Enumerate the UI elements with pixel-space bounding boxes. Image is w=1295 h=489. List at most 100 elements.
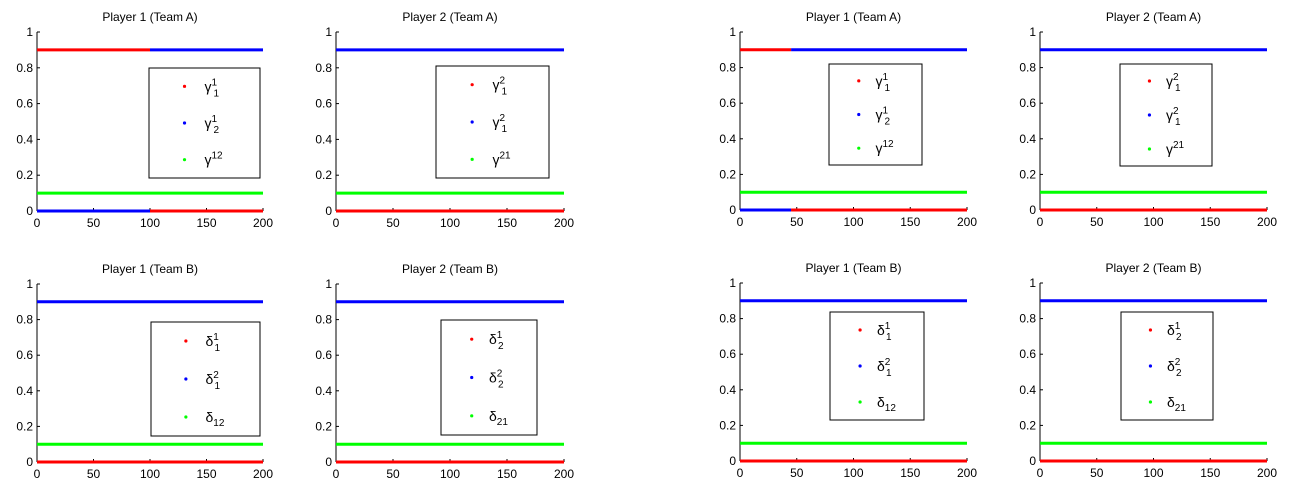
x-tick-label: 200: [957, 466, 977, 480]
legend-entry: γ21: [493, 150, 512, 167]
subplot-title: Player 2 (Team B): [402, 262, 498, 276]
legend-marker-red: [858, 328, 862, 332]
x-tick-label: 200: [554, 467, 574, 481]
y-tick-label: 0.6: [1019, 96, 1036, 110]
x-tick-label: 100: [843, 466, 863, 480]
y-tick-label: 0.4: [16, 132, 33, 146]
y-tick-label: 0: [26, 204, 33, 218]
x-tick-label: 50: [87, 216, 101, 230]
y-tick-label: 0.6: [315, 97, 332, 111]
x-tick-label: 50: [386, 216, 400, 230]
x-tick-label: 100: [440, 467, 460, 481]
y-tick-label: 0.6: [16, 97, 33, 111]
y-tick-label: 0.4: [1019, 383, 1036, 397]
y-tick-label: 0.2: [315, 168, 332, 182]
x-tick-label: 100: [140, 467, 160, 481]
legend: δ1 1 δ2 1 δ12: [829, 311, 925, 421]
x-tick-label: 100: [440, 216, 460, 230]
legend: γ1 1 γ1 2 γ12: [148, 67, 261, 179]
y-tick-label: 0.8: [315, 313, 332, 327]
x-tick-label: 200: [253, 467, 273, 481]
legend-marker-green: [858, 400, 862, 404]
y-tick-label: 0.4: [315, 132, 332, 146]
y-tick-label: 1: [729, 25, 736, 39]
legend-marker-blue: [184, 377, 188, 381]
legend-marker-green: [182, 158, 187, 162]
x-tick-label: 200: [253, 216, 273, 230]
legend-entry: δ21: [489, 408, 508, 428]
y-tick-label: 0.4: [16, 384, 33, 398]
legend: γ2 1 γ2 1 γ21: [435, 65, 550, 179]
legend-box: [829, 311, 925, 421]
y-tick-label: 1: [325, 25, 332, 39]
x-tick-label: 50: [87, 467, 101, 481]
y-tick-label: 0.2: [1019, 167, 1036, 181]
legend: δ1 1 δ2 1 δ12: [150, 321, 261, 437]
legend-marker-green: [184, 415, 188, 419]
y-tick-label: 0.4: [1019, 132, 1036, 146]
legend-entry: δ2 2: [1167, 357, 1182, 379]
y-tick-label: 0.4: [315, 384, 332, 398]
y-tick-label: 0.2: [719, 418, 736, 432]
x-tick-label: 0: [333, 467, 340, 481]
y-tick-label: 0.6: [719, 347, 736, 361]
legend-entry: γ1 1: [876, 72, 891, 94]
subplot-5: Player 1 (Team B) 0 0.2 0.4 0.6 0.8 1 0 50 100 150…: [16, 262, 273, 481]
legend-entry: γ12: [876, 139, 895, 156]
legend-marker-green: [857, 146, 861, 150]
subplot-8: Player 2 (Team B) 0 0.2 0.4 0.6 0.8 1 0 50 100 150…: [1019, 261, 1277, 480]
x-tick-label: 50: [1090, 466, 1104, 480]
legend-marker-blue: [1148, 364, 1153, 368]
x-tick-label: 0: [1037, 466, 1044, 480]
x-tick-label: 150: [900, 466, 920, 480]
legend-box: [150, 321, 261, 437]
x-tick-label: 50: [386, 467, 400, 481]
x-tick-label: 200: [1257, 215, 1277, 229]
legend-marker-green: [470, 157, 474, 161]
y-tick-label: 0: [1029, 203, 1036, 217]
legend-marker-red: [182, 84, 187, 88]
y-tick-label: 0.4: [719, 132, 736, 146]
legend-entry: γ12: [205, 151, 224, 168]
x-tick-label: 200: [1257, 466, 1277, 480]
legend-entry: δ1 1: [206, 332, 221, 354]
y-tick-label: 0.2: [719, 167, 736, 181]
y-tick-label: 0: [1029, 454, 1036, 468]
legend-entry: δ21: [1167, 394, 1186, 414]
x-tick-label: 50: [1090, 215, 1104, 229]
subplot-title: Player 2 (Team A): [1106, 10, 1201, 24]
x-tick-label: 50: [790, 215, 804, 229]
x-tick-label: 150: [1200, 466, 1220, 480]
legend-marker-red: [1147, 79, 1152, 83]
legend-marker-blue: [182, 121, 187, 125]
x-tick-label: 50: [790, 466, 804, 480]
subplot-title: Player 1 (Team B): [102, 262, 198, 276]
y-tick-label: 1: [26, 25, 33, 39]
y-tick-label: 0.8: [16, 61, 33, 75]
subplot-7: Player 1 (Team B) 0 0.2 0.4 0.6 0.8 1 0 50 100 150…: [719, 261, 977, 480]
y-tick-label: 1: [1029, 276, 1036, 290]
y-tick-label: 0.2: [16, 419, 33, 433]
y-tick-label: 0: [26, 455, 33, 469]
legend-box: [435, 65, 550, 179]
subplot-3: Player 1 (Team A) 0 0.2 0.4 0.6 0.8 1 0 50 100 150…: [719, 10, 977, 229]
x-tick-label: 200: [957, 215, 977, 229]
x-tick-label: 0: [34, 216, 41, 230]
x-tick-label: 150: [497, 216, 517, 230]
y-tick-label: 0.8: [16, 313, 33, 327]
y-tick-label: 0.6: [719, 96, 736, 110]
legend-box: [440, 319, 538, 436]
x-tick-label: 150: [1200, 215, 1220, 229]
y-tick-label: 0: [729, 203, 736, 217]
y-tick-label: 0.8: [719, 312, 736, 326]
legend-marker-blue: [858, 364, 862, 368]
subplot-6: Player 2 (Team B) 0 0.2 0.4 0.6 0.8 1 0 50 100 150…: [315, 262, 574, 481]
x-tick-label: 150: [196, 216, 216, 230]
legend-box: [828, 63, 923, 166]
y-tick-label: 0.8: [315, 61, 332, 75]
y-tick-label: 0.8: [1019, 312, 1036, 326]
